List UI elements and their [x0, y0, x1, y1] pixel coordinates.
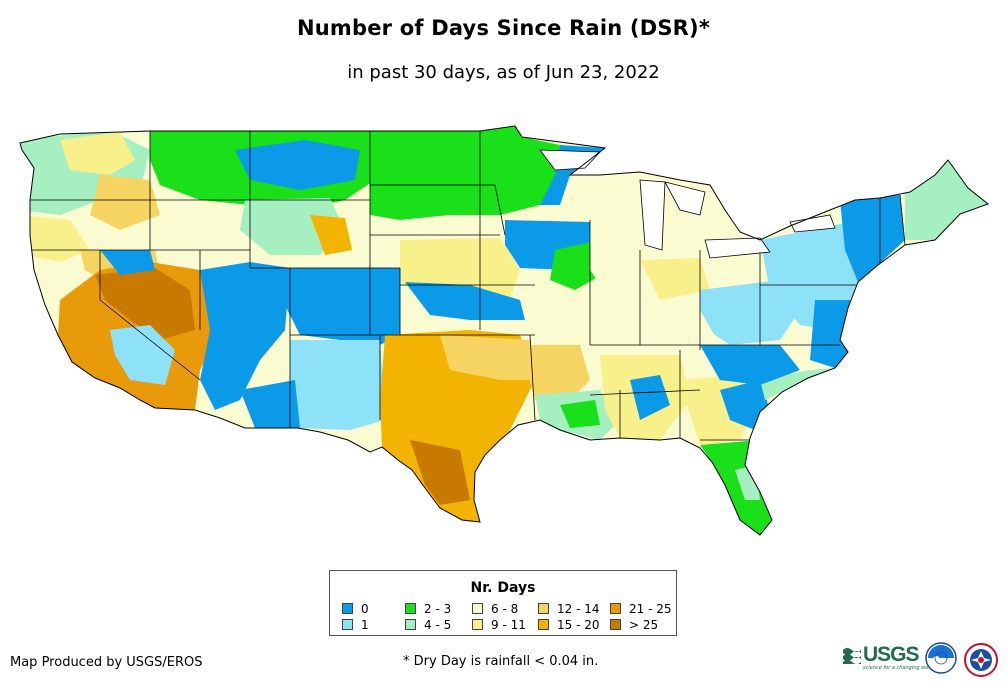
noaa-logo-icon [925, 642, 957, 674]
legend-label: 9 - 11 [491, 618, 526, 632]
legend-label: 4 - 5 [424, 618, 452, 632]
legend-item: 9 - 11 [472, 619, 526, 632]
map-credit: Map Produced by USGS/EROS [10, 655, 203, 670]
legend-item: 12 - 14 [538, 603, 600, 616]
legend-item: 4 - 5 [405, 619, 451, 632]
legend-swatch [342, 619, 353, 630]
legend-item: 15 - 20 [538, 619, 600, 632]
legend: Nr. Days 0 1 2 - 3 4 - 5 6 - 8 9 - 11 12 - 14 1… [329, 570, 677, 636]
legend-swatch [610, 619, 621, 630]
legend-item: > 25 [610, 619, 658, 632]
legend-swatch [538, 619, 549, 630]
legend-label: 1 [361, 618, 369, 632]
legend-label: 0 [361, 602, 369, 616]
dry-day-footnote: * Dry Day is rainfall < 0.04 in. [403, 654, 599, 669]
usgs-tagline: science for a changing world [863, 665, 935, 671]
legend-label: > 25 [629, 618, 659, 632]
legend-swatch [405, 603, 416, 614]
us-dsr-map [19, 125, 989, 536]
usgs-logo: USGS science for a changing world [843, 643, 935, 671]
legend-item: 6 - 8 [472, 603, 518, 616]
legend-item: 0 [342, 603, 369, 616]
legend-swatch [472, 603, 483, 614]
legend-label: 21 - 25 [629, 602, 672, 616]
map-title: Number of Days Since Rain (DSR)* [296, 16, 711, 40]
legend-title: Nr. Days [470, 580, 536, 596]
legend-swatch [405, 619, 416, 630]
legend-item: 1 [342, 619, 369, 632]
usgs-waves-icon [843, 648, 861, 664]
legend-swatch [538, 603, 549, 614]
legend-label: 12 - 14 [557, 602, 600, 616]
legend-swatch [610, 603, 621, 614]
legend-swatch [342, 603, 353, 614]
legend-item: 21 - 25 [610, 603, 672, 616]
map-subtitle: in past 30 days, as of Jun 23, 2022 [347, 62, 660, 83]
usgs-logo-text: USGS [863, 643, 920, 666]
nws-logo-icon [964, 643, 998, 677]
legend-item: 2 - 3 [405, 603, 451, 616]
legend-swatch [472, 619, 483, 630]
legend-label: 6 - 8 [491, 602, 519, 616]
legend-label: 2 - 3 [424, 602, 452, 616]
legend-label: 15 - 20 [557, 618, 600, 632]
